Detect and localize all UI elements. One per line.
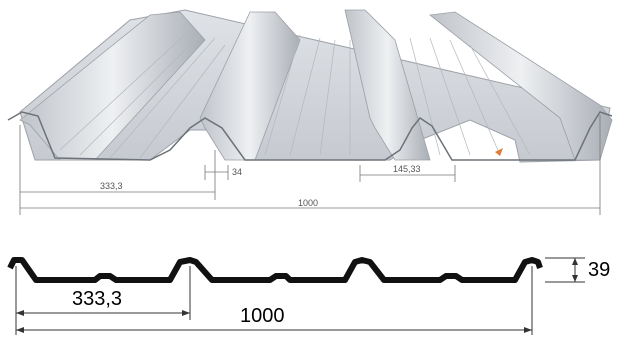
- render-rib-depth-label: 34: [232, 167, 243, 177]
- rib-1: [19, 11, 206, 161]
- profile-pitch-label: 333,3: [72, 288, 123, 310]
- profile-cross-section: [7, 257, 585, 335]
- render-pan-width-label: 145,33: [393, 164, 421, 174]
- sheet-front-edge: [7, 111, 613, 161]
- profile-total-width-label: 1000: [240, 305, 285, 327]
- accent-mark: [495, 148, 503, 156]
- profile-arrowheads: [16, 258, 578, 333]
- profile-dimension-lines: [15, 257, 585, 335]
- render-total-width-label: 1000: [298, 198, 319, 208]
- rib-4: [428, 11, 613, 161]
- rib-2: [199, 11, 301, 161]
- render-pitch-label: 333,3: [100, 181, 123, 191]
- sheet-3d-render: [7, 9, 613, 163]
- rib-3: [344, 9, 431, 161]
- profile-outline: [7, 257, 543, 283]
- render-dimension-lines: [19, 115, 601, 215]
- stiffener-lines: [59, 29, 531, 159]
- profile-height-label: 39: [588, 259, 611, 281]
